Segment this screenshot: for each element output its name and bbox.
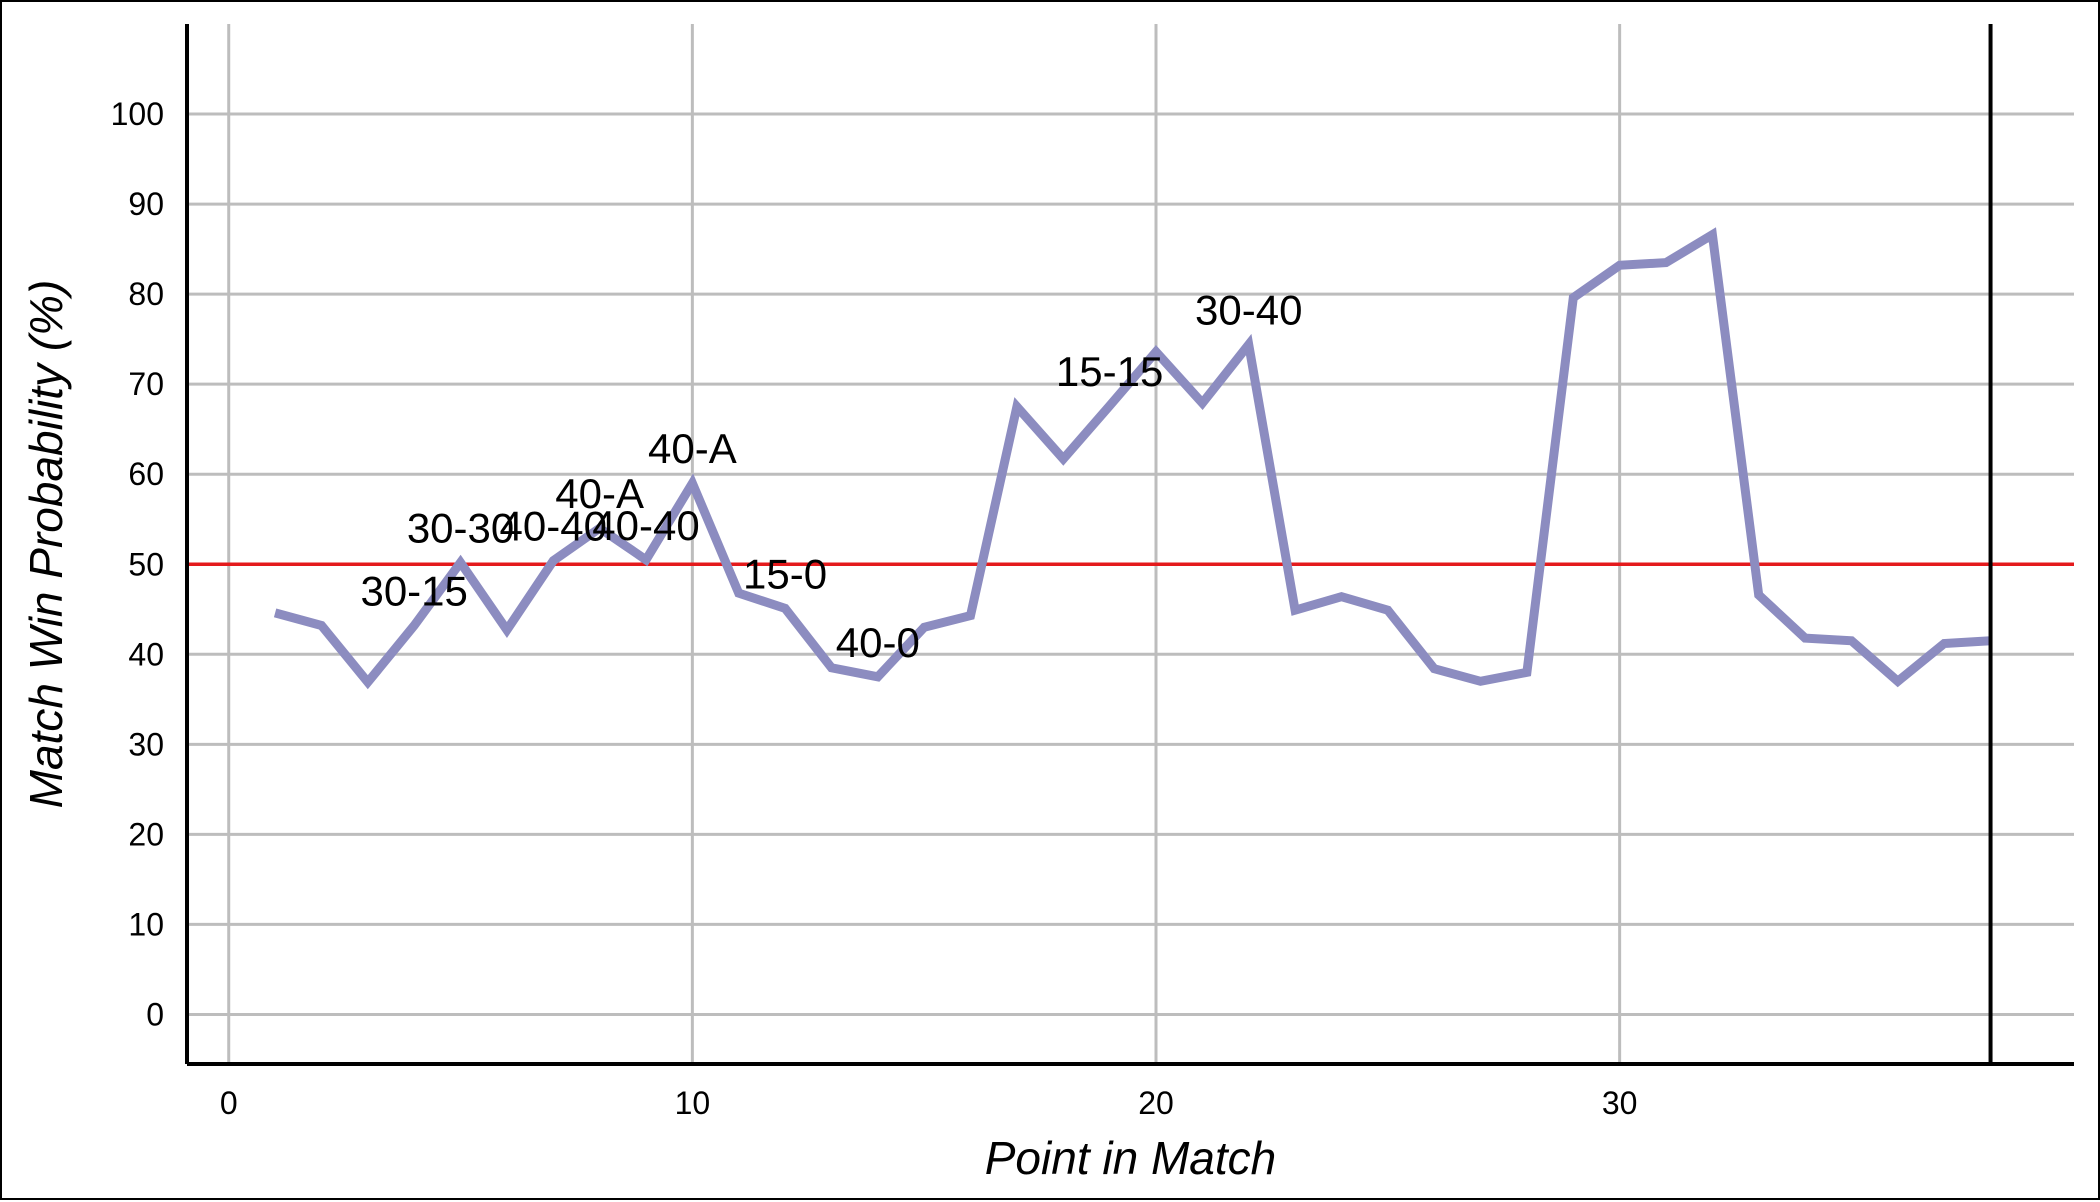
y-tick-label-0: 0 [146, 996, 164, 1032]
y-tick-label-90: 90 [128, 186, 164, 222]
annotations: 30-1530-3040-4040-A40-4040-A15-040-015-1… [360, 287, 1302, 666]
y-tick-label-70: 70 [128, 366, 164, 402]
score-annotation-4: 40-40 [592, 502, 699, 549]
y-tick-label-100: 100 [111, 96, 164, 132]
score-annotation-5: 40-A [648, 425, 737, 472]
y-tick-label-60: 60 [128, 456, 164, 492]
score-annotation-6: 15-0 [743, 550, 827, 597]
score-annotation-3: 40-A [555, 470, 644, 517]
x-axis-title: Point in Match [985, 1132, 1276, 1184]
score-annotation-8: 15-15 [1056, 348, 1163, 395]
score-annotation-0: 30-15 [360, 567, 467, 614]
y-axis-title: Match Win Probability (%) [20, 280, 72, 809]
series-group [273, 227, 1991, 690]
x-tick-label-20: 20 [1138, 1085, 1174, 1121]
y-tick-label-30: 30 [128, 726, 164, 762]
score-annotation-2: 40-40 [500, 503, 607, 550]
tick-labels: 0 10 20 30 40 50 60 70 80 90 100 0 10 20 30 [111, 96, 1638, 1121]
score-annotation-1: 30-30 [407, 504, 514, 551]
y-tick-label-40: 40 [128, 636, 164, 672]
x-tick-label-30: 30 [1602, 1085, 1638, 1121]
y-tick-label-50: 50 [128, 546, 164, 582]
x-tick-label-0: 0 [220, 1085, 238, 1121]
score-annotation-7: 40-0 [836, 619, 920, 666]
score-annotation-9: 30-40 [1195, 287, 1302, 334]
y-tick-label-20: 20 [128, 816, 164, 852]
axes [185, 24, 2074, 1066]
series-line-0 [273, 227, 1991, 690]
y-tick-label-80: 80 [128, 276, 164, 312]
y-tick-label-10: 10 [128, 906, 164, 942]
x-tick-label-10: 10 [675, 1085, 711, 1121]
